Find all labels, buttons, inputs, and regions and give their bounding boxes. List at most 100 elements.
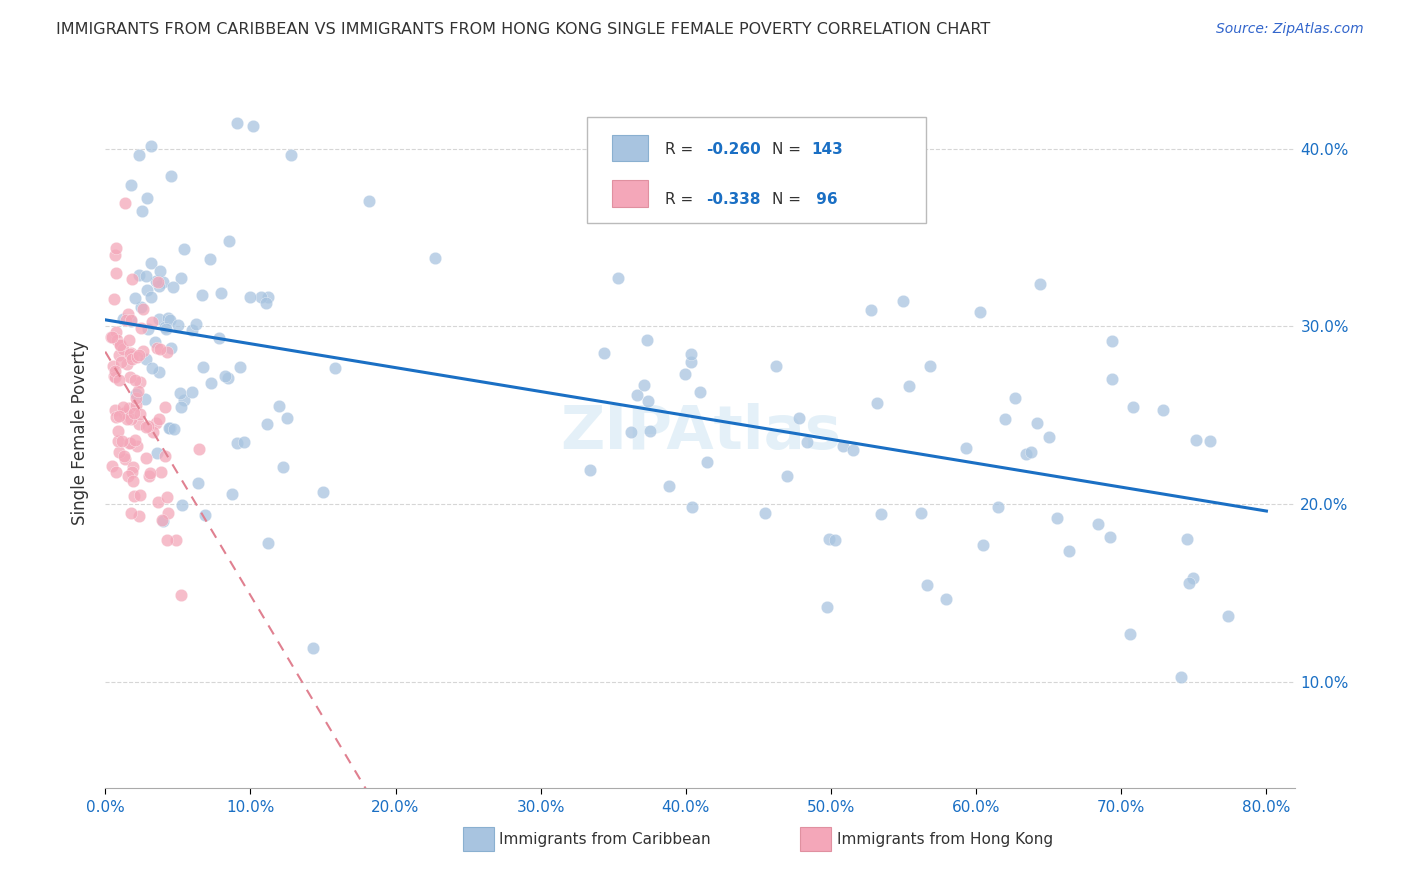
Point	[120, 412, 142, 426]
Text: N =: N =	[772, 142, 806, 157]
Point	[149, 342, 172, 356]
Point	[108, 373, 131, 387]
Point	[681, 355, 703, 369]
Point	[115, 405, 138, 419]
Point	[170, 401, 193, 415]
Point	[103, 369, 125, 384]
Point	[117, 307, 139, 321]
Point	[796, 435, 818, 450]
Text: R =: R =	[665, 192, 697, 207]
Point	[135, 352, 157, 367]
Point	[156, 533, 179, 547]
Point	[1029, 277, 1052, 291]
Point	[134, 392, 156, 406]
Point	[897, 379, 920, 393]
Point	[108, 338, 131, 352]
Point	[112, 312, 135, 326]
Point	[169, 385, 191, 400]
Point	[145, 274, 167, 288]
Point	[136, 191, 159, 205]
Point	[1098, 531, 1121, 545]
Point	[101, 359, 124, 373]
Point	[128, 375, 150, 389]
Point	[579, 463, 602, 477]
Point	[225, 116, 247, 130]
Point	[108, 347, 131, 361]
Point	[112, 406, 135, 420]
Point	[166, 533, 188, 547]
Point	[842, 442, 865, 457]
Point	[191, 359, 214, 374]
Point	[267, 399, 290, 413]
Point	[152, 276, 174, 290]
Point	[145, 416, 167, 430]
Point	[1101, 334, 1123, 348]
Point	[173, 242, 195, 256]
Point	[143, 334, 166, 349]
Point	[225, 435, 247, 450]
Point	[1087, 516, 1109, 531]
Point	[256, 290, 278, 304]
Point	[135, 420, 157, 434]
Point	[832, 439, 855, 453]
Point	[105, 465, 128, 479]
Point	[200, 252, 222, 267]
Y-axis label: Single Female Poverty: Single Female Poverty	[72, 341, 89, 525]
Point	[128, 417, 150, 431]
Point	[120, 178, 142, 192]
Point	[325, 360, 347, 375]
Point	[221, 487, 243, 501]
Point	[1198, 434, 1220, 449]
Point	[108, 445, 131, 459]
Point	[139, 139, 162, 153]
Point	[866, 396, 889, 410]
Point	[256, 417, 278, 431]
Point	[125, 387, 148, 401]
Point	[118, 401, 141, 415]
Point	[191, 288, 214, 302]
Point	[1185, 433, 1208, 447]
Point	[100, 329, 122, 343]
Point	[233, 435, 256, 450]
Point	[157, 506, 180, 520]
Point	[870, 507, 893, 521]
Point	[184, 317, 207, 331]
Point	[214, 369, 236, 384]
Point	[136, 322, 159, 336]
Point	[679, 347, 702, 361]
Point	[121, 349, 143, 363]
Point	[776, 468, 799, 483]
Point	[148, 495, 170, 509]
Point	[138, 469, 160, 483]
Point	[633, 378, 655, 392]
Point	[141, 315, 163, 329]
Point	[141, 361, 163, 376]
Point	[135, 269, 157, 284]
Point	[114, 313, 136, 327]
Point	[1181, 571, 1204, 585]
Point	[149, 466, 172, 480]
Point	[280, 148, 302, 162]
Point	[173, 392, 195, 407]
Point	[156, 490, 179, 504]
Point	[129, 488, 152, 502]
Point	[146, 341, 169, 355]
Point	[104, 364, 127, 378]
Point	[120, 312, 142, 326]
Point	[271, 459, 294, 474]
Point	[423, 251, 446, 265]
Point	[986, 500, 1008, 514]
Point	[124, 489, 146, 503]
Text: 143: 143	[811, 142, 842, 157]
Point	[125, 398, 148, 412]
Point	[124, 373, 146, 387]
Point	[187, 476, 209, 491]
Point	[128, 268, 150, 282]
Point	[254, 296, 277, 310]
Point	[181, 323, 204, 337]
Point	[754, 506, 776, 520]
Point	[120, 314, 142, 328]
Point	[1122, 400, 1144, 414]
Point	[105, 241, 128, 255]
Point	[200, 376, 222, 390]
